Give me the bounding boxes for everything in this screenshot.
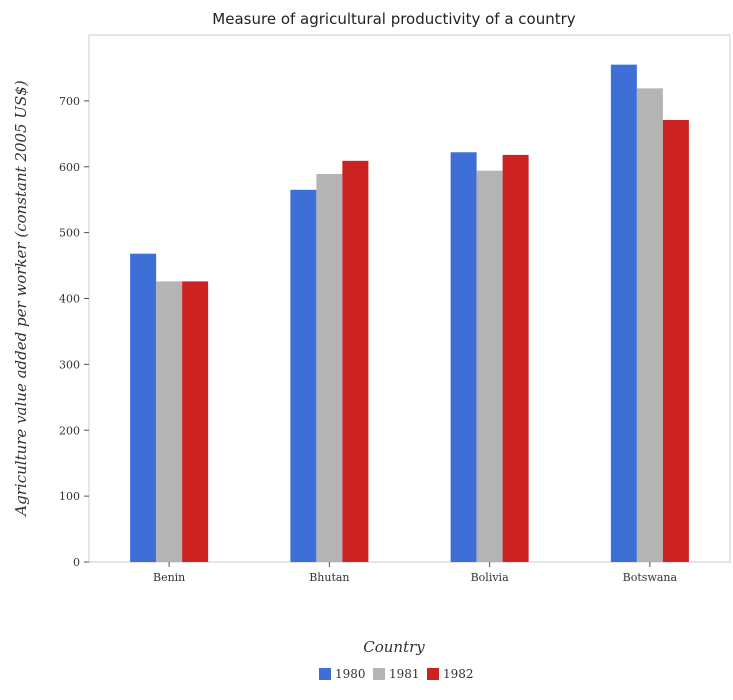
- legend-label: 1981: [389, 667, 420, 681]
- y-tick-label: 400: [59, 293, 80, 306]
- y-axis: 0 100 200 300 400 500 600 700: [59, 95, 89, 569]
- bar-bhutan-1981: [316, 173, 343, 562]
- bar-bhutan-1982: [342, 160, 369, 563]
- x-tick-label: Botswana: [623, 571, 678, 584]
- legend-swatch: [373, 668, 385, 680]
- x-axis: Benin Bhutan Bolivia Botswana: [153, 562, 678, 584]
- y-tick-label: 700: [59, 95, 80, 108]
- x-tick-label: Bolivia: [471, 571, 509, 584]
- bar-bolivia-1982: [502, 154, 529, 562]
- legend-label: 1980: [335, 667, 366, 681]
- legend-swatch: [319, 668, 331, 680]
- x-axis-label: Country: [363, 638, 425, 656]
- bar-benin-1981: [156, 281, 183, 562]
- y-tick-label: 500: [59, 227, 80, 240]
- y-tick-label: 300: [59, 358, 80, 371]
- bar-benin-1980: [130, 253, 157, 562]
- chart-title: Measure of agricultural productivity of …: [212, 10, 575, 28]
- bar-botswana-1980: [610, 64, 637, 563]
- bar-bolivia-1980: [450, 152, 477, 562]
- legend: 1980 1981 1982: [319, 667, 474, 681]
- legend-swatch: [427, 668, 439, 680]
- bar-benin-1982: [182, 281, 209, 562]
- bars: [130, 64, 689, 563]
- bar-bhutan-1980: [290, 189, 317, 562]
- bar-botswana-1981: [636, 88, 663, 562]
- legend-label: 1982: [443, 667, 474, 681]
- y-tick-label: 100: [59, 490, 80, 503]
- y-axis-label: Agriculture value added per worker (cons…: [12, 80, 30, 518]
- y-tick-label: 600: [59, 161, 80, 174]
- y-tick-label: 0: [73, 556, 80, 569]
- x-tick-label: Benin: [153, 571, 185, 584]
- bar-bolivia-1981: [476, 170, 503, 562]
- y-tick-label: 200: [59, 424, 80, 437]
- x-tick-label: Bhutan: [309, 571, 349, 584]
- bar-botswana-1982: [662, 119, 689, 562]
